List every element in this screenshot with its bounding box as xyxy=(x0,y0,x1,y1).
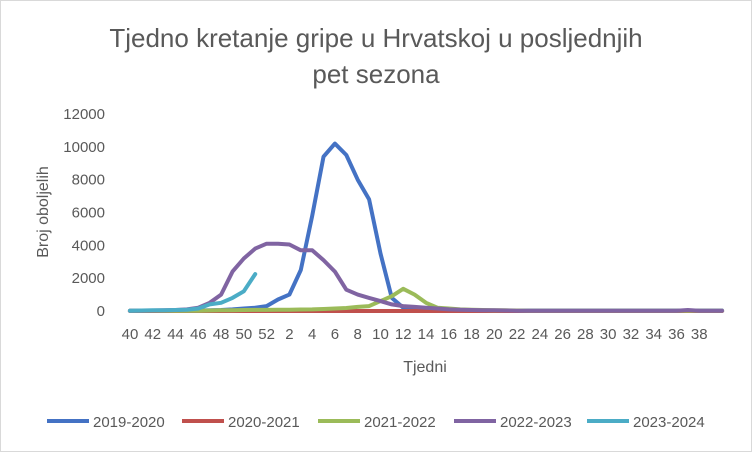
x-tick-label: 12 xyxy=(395,326,412,343)
y-tick-label: 2000 xyxy=(72,270,105,287)
x-tick-label: 30 xyxy=(600,326,617,343)
legend-label: 2021-2022 xyxy=(364,414,436,431)
x-tick-label: 36 xyxy=(668,326,685,343)
x-tick-label: 40 xyxy=(122,326,139,343)
x-tick-label: 52 xyxy=(258,326,275,343)
x-tick-label: 34 xyxy=(645,326,662,343)
y-axis-label: Broj oboljelih xyxy=(35,166,52,258)
x-tick-label: 18 xyxy=(463,326,480,343)
x-tick-label: 24 xyxy=(532,326,549,343)
x-tick-label: 2 xyxy=(285,326,293,343)
x-tick-label: 10 xyxy=(372,326,389,343)
legend: 2019-2020 2020-2021 2021-2022 2022-2023 2023… xyxy=(47,414,705,431)
series-line-2023-2024 xyxy=(128,272,258,313)
y-tick-label: 10000 xyxy=(63,139,105,156)
x-tick-label: 22 xyxy=(509,326,526,343)
x-tick-label: 14 xyxy=(418,326,435,343)
series-lines xyxy=(128,141,724,313)
y-tick-label: 8000 xyxy=(72,172,105,189)
y-tick-label: 6000 xyxy=(72,205,105,222)
x-tick-label: 6 xyxy=(331,326,339,343)
x-tick-label: 4 xyxy=(308,326,316,343)
series-line-2019-2020 xyxy=(128,141,724,313)
x-axis-label: Tjedni xyxy=(403,359,447,376)
x-tick-label: 32 xyxy=(623,326,640,343)
y-axis-ticks: 0 2000 4000 6000 8000 10000 12000 xyxy=(63,106,105,320)
x-tick-label: 38 xyxy=(691,326,708,343)
legend-label: 2023-2024 xyxy=(633,414,705,431)
x-tick-label: 44 xyxy=(167,326,184,343)
x-tick-label: 26 xyxy=(554,326,571,343)
x-tick-label: 46 xyxy=(190,326,207,343)
y-tick-label: 4000 xyxy=(72,237,105,254)
legend-label: 2019-2020 xyxy=(93,414,165,431)
x-axis-ticks: 40 42 44 46 48 50 52 2 4 6 8 10 12 14 16 18 20 22 24 26 28 30… xyxy=(122,326,708,343)
chart-title-line1: Tjedno kretanje gripe u Hrvatskoj u posl… xyxy=(109,23,643,53)
legend-label: 2022-2023 xyxy=(500,414,572,431)
legend-label: 2020-2021 xyxy=(228,414,300,431)
x-tick-label: 50 xyxy=(236,326,253,343)
chart-title-line2: pet sezona xyxy=(312,59,440,89)
x-tick-label: 28 xyxy=(577,326,594,343)
x-tick-label: 42 xyxy=(144,326,161,343)
x-tick-label: 20 xyxy=(486,326,503,343)
y-tick-label: 12000 xyxy=(63,106,105,123)
x-tick-label: 16 xyxy=(440,326,457,343)
series-line-2022-2023 xyxy=(128,241,724,313)
x-tick-label: 48 xyxy=(213,326,230,343)
x-tick-label: 8 xyxy=(354,326,362,343)
chart-title: Tjedno kretanje gripe u Hrvatskoj u posl… xyxy=(0,20,752,92)
y-tick-label: 0 xyxy=(97,303,105,320)
